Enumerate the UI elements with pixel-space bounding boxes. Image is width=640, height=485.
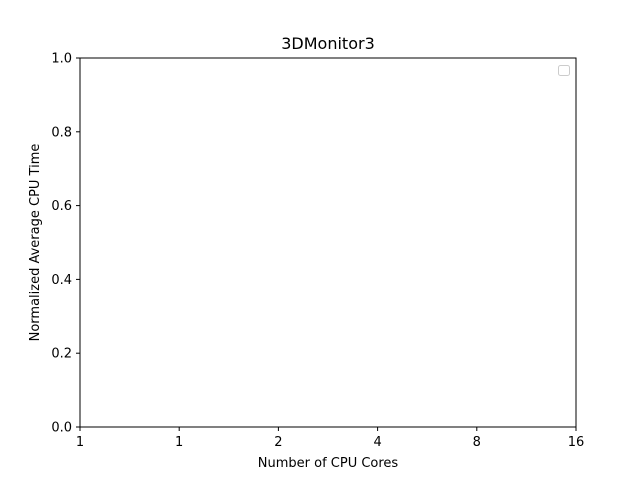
plot-frame [79, 57, 577, 428]
x-axis-label: Number of CPU Cores [258, 456, 399, 471]
y-tick-label: 0.4 [51, 273, 72, 288]
y-tick-label: 0.8 [51, 125, 72, 140]
legend-box [558, 65, 570, 76]
plot-area [80, 58, 576, 427]
x-tick-label: 2 [274, 435, 282, 450]
x-axis: 1 1 2 4 8 16 [76, 427, 584, 450]
y-tick-label: 1.0 [51, 52, 72, 67]
chart-title: 3DMonitor3 [281, 34, 375, 53]
x-tick-label: 4 [373, 435, 381, 450]
y-tick-label: 0.6 [51, 199, 72, 214]
x-tick-label: 8 [473, 435, 481, 450]
x-tick-label: 1 [175, 435, 183, 450]
x-tick-label: 1 [76, 435, 84, 450]
y-axis: 0.0 0.2 0.4 0.6 0.8 1.0 [51, 52, 80, 436]
x-tick-label: 16 [568, 435, 585, 450]
y-axis-label: Normalized Average CPU Time [28, 144, 43, 342]
y-tick-label: 0.0 [51, 421, 72, 436]
y-tick-label: 0.2 [51, 347, 72, 362]
